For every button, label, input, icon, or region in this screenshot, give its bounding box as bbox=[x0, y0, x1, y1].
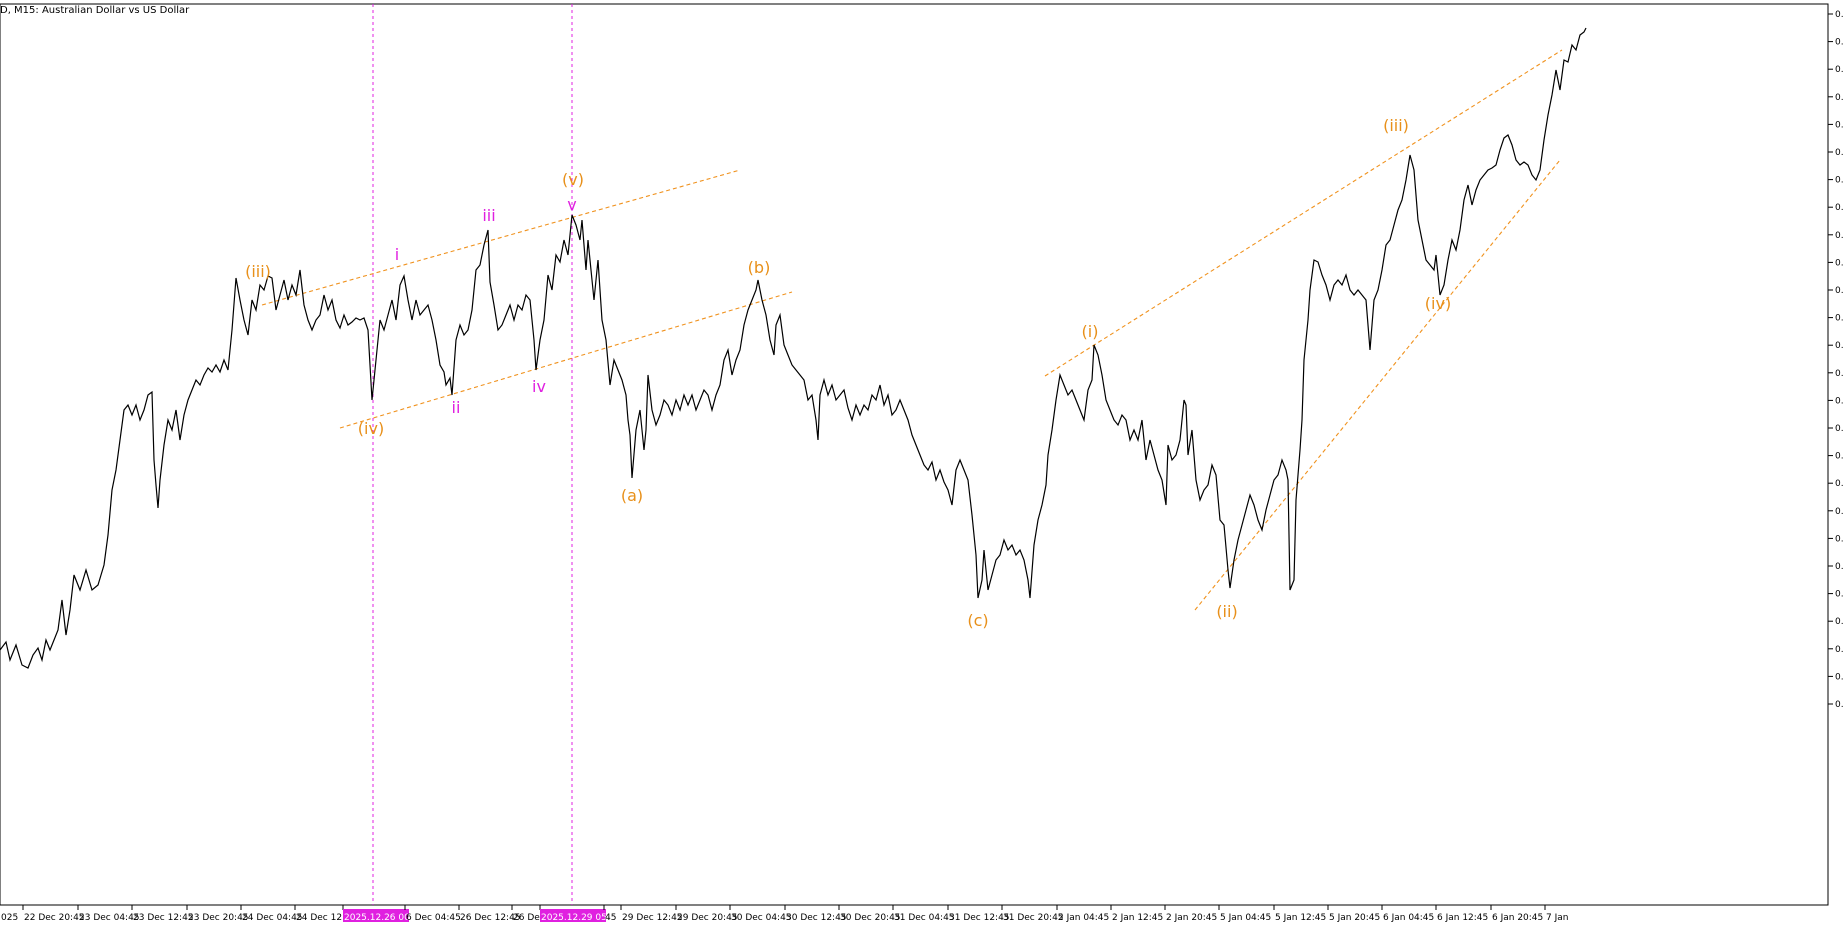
y-tick-label: 0.6 bbox=[1835, 645, 1844, 655]
y-tick-label: 0.6 bbox=[1835, 396, 1844, 406]
x-tick-label: 22 Dec 20:45 bbox=[24, 913, 85, 922]
x-tick-label: 30 Dec 20:45 bbox=[840, 913, 901, 922]
x-tick-label: 5 Jan 20:45 bbox=[1329, 913, 1380, 922]
x-tick-label: 23 Dec 12:45 bbox=[133, 913, 194, 922]
trend-channels bbox=[261, 49, 1563, 611]
channel-line bbox=[1194, 159, 1561, 611]
y-tick-label: 0.6 bbox=[1835, 120, 1844, 130]
x-label-highlight bbox=[343, 909, 409, 923]
y-tick-label: 0.6 bbox=[1835, 479, 1844, 489]
x-tick-label: 6 Jan 20:45 bbox=[1492, 913, 1543, 922]
x-tick-label: 2 Jan 20:45 bbox=[1166, 913, 1217, 922]
channel-line bbox=[261, 169, 741, 306]
x-tick-label: 31 Dec 04:45 bbox=[894, 913, 955, 922]
channel-line bbox=[1044, 49, 1563, 377]
wave-label: iv bbox=[532, 377, 546, 396]
wave-label: i bbox=[395, 245, 399, 264]
x-tick-label: 30 Dec 12:45 bbox=[786, 913, 847, 922]
chart-frame bbox=[0, 3, 1829, 906]
wave-label: iii bbox=[482, 206, 495, 225]
x-tick-label: 7 Jan bbox=[1546, 913, 1568, 922]
wave-label: (a) bbox=[621, 486, 643, 505]
x-label-highlight bbox=[540, 909, 606, 923]
y-tick-label: 0.6 bbox=[1835, 672, 1844, 682]
price-series-line bbox=[0, 27, 1587, 669]
y-tick-label: 0.6 bbox=[1835, 286, 1844, 296]
wave-label: v bbox=[567, 195, 576, 214]
x-tick-label: 2 Jan 04:45 bbox=[1058, 913, 1109, 922]
wave-label: (ii) bbox=[1216, 602, 1237, 621]
y-tick-label: 0.6 bbox=[1835, 369, 1844, 379]
y-tick-label: 0.6 bbox=[1835, 258, 1844, 268]
y-tick-label: 0.6 bbox=[1835, 700, 1844, 710]
wave-label: (i) bbox=[1082, 322, 1099, 341]
x-tick-label: 6 Jan 04:45 bbox=[1383, 913, 1434, 922]
x-tick-label: 23 Dec 20:45 bbox=[188, 913, 249, 922]
y-tick-label: 0.6 bbox=[1835, 590, 1844, 600]
y-tick-label: 0.6 bbox=[1835, 203, 1844, 213]
y-tick-label: 0.6 bbox=[1835, 231, 1844, 241]
y-axis: 0.6 0.6 0.6 0.6 0.6 0.6 0.6 0.6 0.6 0.6 0.6 0.6 0.6 0… bbox=[1827, 4, 1844, 905]
y-tick-label: 0.6 bbox=[1835, 176, 1844, 186]
y-tick-label: 0.6 bbox=[1835, 562, 1844, 572]
y-tick-label: 0.6 bbox=[1835, 424, 1844, 434]
x-tick-label: 31 Dec 20:45 bbox=[1003, 913, 1064, 922]
x-tick-label: 025 bbox=[1, 913, 18, 922]
wave-label: (iii) bbox=[1383, 116, 1409, 135]
x-tick-label: 29 Dec 20:45 bbox=[677, 913, 738, 922]
x-tick-label: 24 Dec 04:45 bbox=[242, 913, 303, 922]
x-tick-label: 24 Dec 12:45 bbox=[296, 913, 357, 922]
vertical-markers bbox=[372, 4, 573, 905]
x-tick-label: 26 Dec 12:45 bbox=[460, 913, 521, 922]
y-tick-label: 0.6 bbox=[1835, 534, 1844, 544]
chart-title: D, M15: Australian Dollar vs US Dollar bbox=[0, 5, 190, 16]
y-tick-label: 0.6 bbox=[1835, 65, 1844, 75]
wave-labels: (iii)(iv)iiiiiiivv(v)(a)(b)(c)(i)(ii)(ii… bbox=[245, 116, 1451, 630]
x-tick-label: 6 Jan 12:45 bbox=[1437, 913, 1488, 922]
wave-label: (iii) bbox=[245, 262, 271, 281]
x-tick-label: 6 Dec 04:45 bbox=[406, 913, 461, 922]
channel-line bbox=[339, 291, 793, 429]
y-tick-label: 0.6 bbox=[1835, 38, 1844, 48]
y-tick-label: 0.6 bbox=[1835, 341, 1844, 351]
y-tick-label: 0.6 bbox=[1835, 148, 1844, 158]
wave-label: (v) bbox=[562, 170, 584, 189]
y-tick-label: 0.6 bbox=[1835, 452, 1844, 462]
y-tick-label: 0.6 bbox=[1835, 617, 1844, 627]
x-tick-label: 2025.12.29 05:30 bbox=[541, 913, 622, 922]
x-tick-label: 30 Dec 04:45 bbox=[731, 913, 792, 922]
wave-label: (iv) bbox=[358, 419, 384, 438]
wave-label: (iv) bbox=[1425, 294, 1451, 313]
x-tick-label: 2 Jan 12:45 bbox=[1112, 913, 1163, 922]
y-tick-label: 0.6 bbox=[1835, 507, 1844, 517]
x-tick-label: 5 Jan 04:45 bbox=[1220, 913, 1271, 922]
wave-label: (b) bbox=[748, 258, 771, 277]
y-tick-label: 0.6 bbox=[1835, 10, 1844, 20]
x-tick-label: 31 Dec 12:45 bbox=[949, 913, 1010, 922]
x-tick-label: 26 Dec bbox=[513, 913, 545, 922]
x-tick-label: 23 Dec 04:45 bbox=[79, 913, 140, 922]
wave-label: ii bbox=[452, 398, 461, 417]
x-tick-label: 5 Jan 12:45 bbox=[1275, 913, 1326, 922]
y-tick-label: 0.6 bbox=[1835, 314, 1844, 324]
x-tick-label: 29 Dec 12:45 bbox=[622, 913, 683, 922]
x-tick-label: 2025.12.26 00:15 bbox=[344, 913, 424, 922]
x-tick-label: 45 bbox=[605, 913, 616, 922]
y-tick-label: 0.6 bbox=[1835, 93, 1844, 103]
wave-label: (c) bbox=[967, 611, 988, 630]
